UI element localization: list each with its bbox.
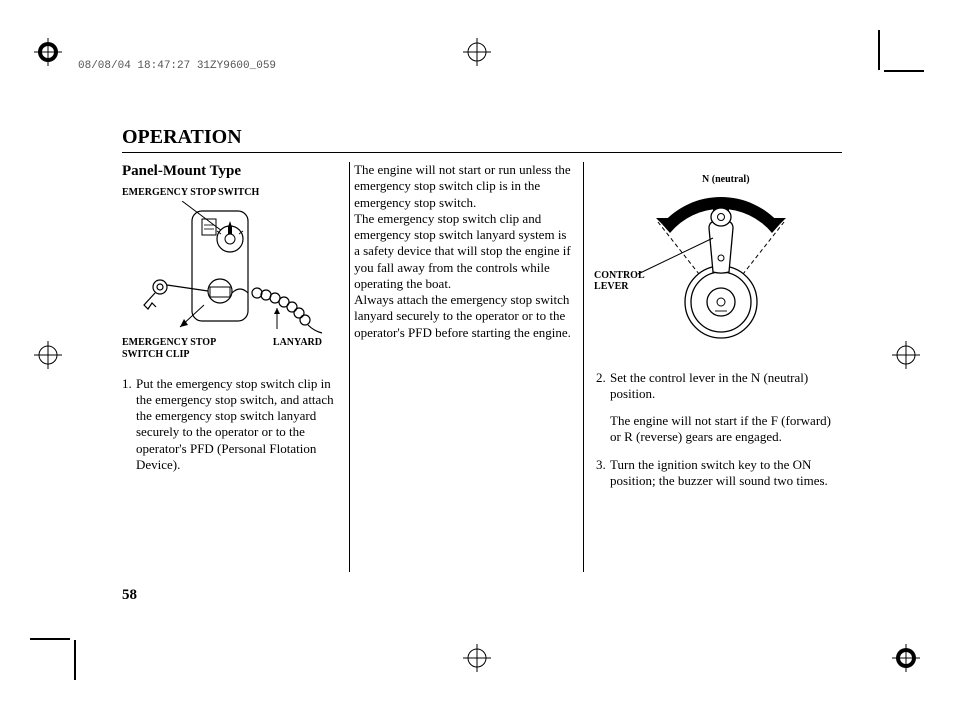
- title-rule: [122, 152, 842, 153]
- registration-mark: [892, 644, 920, 672]
- page-number: 58: [122, 587, 137, 604]
- page-root: 08/08/04 18:47:27 31ZY9600_059 OPERATION…: [0, 0, 954, 710]
- step-2-text: Set the control lever in the N (neutral)…: [610, 370, 832, 403]
- column-3: N (neutral): [584, 162, 842, 572]
- diagram-panel-mount: [122, 201, 332, 336]
- step-1: 1. Put the emergency stop switch clip in…: [122, 376, 339, 474]
- col2-p1: The engine will not start or run unless …: [354, 162, 573, 211]
- step-1-text: Put the emergency stop switch clip in th…: [136, 376, 339, 474]
- step-3: 3. Turn the ignition switch key to the O…: [596, 457, 832, 490]
- registration-mark: [463, 38, 491, 66]
- column-2: The engine will not start or run unless …: [350, 162, 583, 572]
- label-emergency-stop-clip: EMERGENCY STOP SWITCH CLIP: [122, 337, 232, 362]
- registration-mark: [34, 341, 62, 369]
- registration-mark: [463, 644, 491, 672]
- subhead-panel-mount: Panel-Mount Type: [122, 162, 339, 181]
- registration-mark: [34, 38, 62, 66]
- step-2: 2. Set the control lever in the N (neutr…: [596, 370, 832, 403]
- header-stamp: 08/08/04 18:47:27 31ZY9600_059: [78, 60, 276, 72]
- col2-p2: The emergency stop switch clip and emerg…: [354, 211, 573, 292]
- crop-mark: [30, 638, 70, 640]
- step-3-number: 3.: [596, 457, 610, 490]
- step-2-number: 2.: [596, 370, 610, 403]
- crop-mark: [74, 640, 76, 680]
- crop-mark: [878, 30, 880, 70]
- label-lanyard: LANYARD: [252, 337, 322, 362]
- label-control-lever: CONTROL LEVER: [594, 270, 650, 292]
- col2-p3: Always attach the emergency stop switch …: [354, 292, 573, 341]
- step-1-number: 1.: [122, 376, 136, 474]
- column-1: Panel-Mount Type EMERGENCY STOP SWITCH: [122, 162, 349, 572]
- diagram-control-lever: [596, 162, 826, 362]
- step-3-text: Turn the ignition switch key to the ON p…: [610, 457, 832, 490]
- section-title: OPERATION: [122, 126, 242, 149]
- label-emergency-stop-switch: EMERGENCY STOP SWITCH: [122, 187, 339, 200]
- step-2-note: The engine will not start if the F (forw…: [610, 413, 832, 446]
- crop-mark: [884, 70, 924, 72]
- registration-mark: [892, 341, 920, 369]
- columns: Panel-Mount Type EMERGENCY STOP SWITCH: [122, 162, 842, 572]
